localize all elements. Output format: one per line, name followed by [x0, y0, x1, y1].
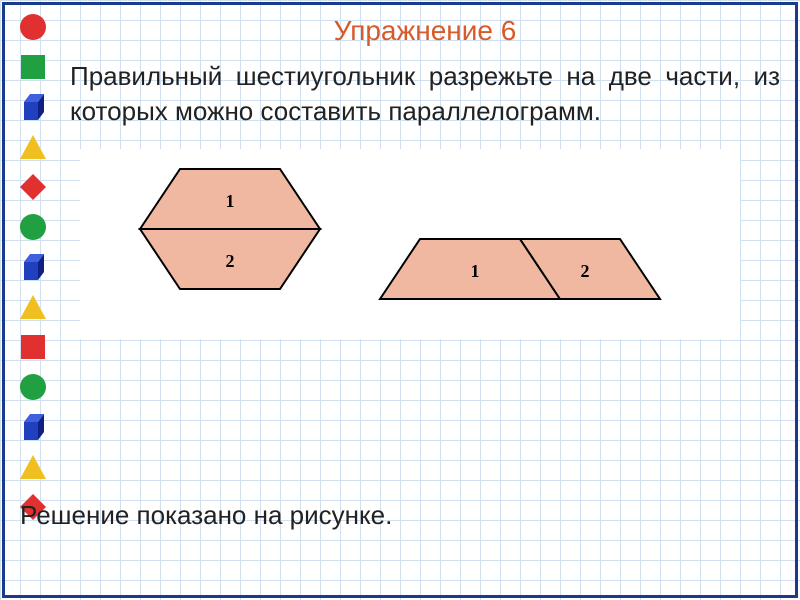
task-description: Правильный шестиугольник разрежьте на дв…	[70, 59, 780, 129]
parallelogram-label-1: 1	[471, 261, 480, 281]
sidebar-circle-icon	[16, 10, 50, 44]
exercise-title: Упражнение 6	[70, 15, 780, 47]
sidebar-square-icon	[16, 50, 50, 84]
sidebar-cube-icon	[16, 90, 50, 124]
sidebar-triangle-icon	[16, 450, 50, 484]
sidebar-circle-icon	[16, 370, 50, 404]
main-content: Упражнение 6 Правильный шестиугольник ра…	[70, 15, 780, 339]
solution-caption: Решение показано на рисунке.	[20, 500, 392, 531]
hexagon-label-1: 1	[226, 191, 235, 211]
sidebar-circle-icon	[16, 210, 50, 244]
figure-container: 1 2 1 2	[80, 149, 740, 339]
sidebar-cube-icon	[16, 410, 50, 444]
sidebar-cube-icon	[16, 250, 50, 284]
sidebar-triangle-icon	[16, 290, 50, 324]
sidebar-square-icon	[16, 330, 50, 364]
hexagon-label-2: 2	[226, 251, 235, 271]
sidebar-triangle-icon	[16, 130, 50, 164]
parallelogram-label-2: 2	[581, 261, 590, 281]
sidebar-diamond-icon	[16, 170, 50, 204]
